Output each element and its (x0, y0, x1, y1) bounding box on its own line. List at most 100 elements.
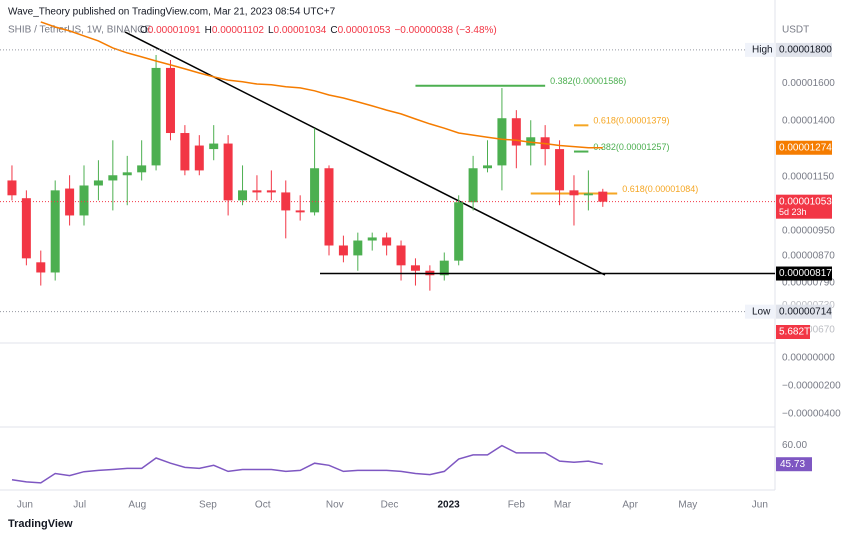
x-tick-label: Jun (17, 500, 33, 511)
y-tick-label: 0.00000870 (782, 250, 835, 261)
candle-body (324, 168, 334, 246)
candle-body (468, 168, 478, 203)
fib-label: 0.618(0.00001379) (593, 116, 669, 126)
x-tick-label: 2023 (437, 500, 460, 511)
candle-body (367, 237, 377, 241)
candle-body (454, 202, 464, 261)
level-name: Low (752, 306, 771, 317)
price-tag-label: 0.00001053 (779, 196, 832, 207)
ohlc-value: 0.00001053 (338, 25, 391, 36)
candle-body (295, 210, 305, 213)
x-tick-label: Feb (508, 500, 526, 511)
logo: TradingView (8, 518, 73, 530)
price-tag-label: 0.00000714 (779, 306, 832, 317)
countdown: 5d 23h (779, 207, 807, 217)
candle-body (497, 118, 507, 166)
price-tag (776, 194, 832, 219)
ohlc-value: 0.00001034 (274, 25, 327, 36)
fib-label: 0.382(0.00001586) (550, 76, 626, 86)
candle-body (50, 190, 60, 273)
candle-body (382, 237, 392, 246)
x-tick-label: Oct (255, 500, 271, 511)
rsi-line (11, 444, 603, 484)
candle-body (7, 180, 17, 196)
x-tick-label: Mar (554, 500, 572, 511)
rsi-tag-label: 45.73 (780, 459, 805, 470)
candle-body (238, 190, 248, 201)
fib-label: 0.618(0.00001084) (622, 184, 698, 194)
fib-label: 0.382(0.00001257) (593, 142, 669, 152)
price-tag (776, 140, 832, 155)
macd-tick-label: 0.00000000 (782, 353, 835, 364)
ohlc-key: L (268, 25, 274, 36)
candle-body (209, 143, 219, 150)
y-tick-label: 0.00001150 (782, 171, 835, 182)
x-tick-label: Sep (199, 500, 217, 511)
change: −0.00000038 (−3.48%) (394, 25, 496, 36)
candle-body (122, 172, 132, 176)
currency: USDT (782, 25, 809, 36)
y-tick-label: 0.00000790 (782, 278, 835, 289)
x-tick-label: Jun (752, 500, 768, 511)
candle-body (353, 240, 363, 256)
candle-body (165, 67, 175, 134)
candle-body (93, 180, 103, 186)
level-name: High (752, 45, 773, 56)
volume-tag (776, 325, 810, 339)
candle-body (79, 185, 89, 216)
candle-body (266, 190, 276, 193)
candle-body (338, 245, 348, 256)
candle-body (526, 137, 536, 146)
price-tag-label: 0.00001800 (779, 45, 832, 56)
rsi-tick-label: 60.00 (782, 440, 807, 451)
y-tick-label: 0.00001400 (782, 116, 835, 127)
ohlc-legend: O0.00001091 H0.00001102 L0.00001034 C0.0000… (140, 25, 497, 36)
x-tick-label: Nov (326, 500, 344, 511)
symbol: SHIB / TetherUS, 1W, BINANCE (8, 25, 152, 36)
candle-body (36, 262, 46, 273)
ohlc-key: C (330, 25, 337, 36)
moving-average (40, 21, 603, 149)
price-tag-label: 0.00000817 (779, 268, 832, 279)
x-tick-label: Aug (128, 500, 146, 511)
candle-body (483, 165, 493, 169)
publisher: Wave_Theory published on TradingView.com… (8, 7, 336, 18)
candle-body (439, 260, 449, 276)
candle-body (396, 245, 406, 266)
candle-body (252, 190, 262, 193)
candle-body (194, 145, 204, 171)
ohlc-value: 0.00001102 (212, 25, 265, 36)
volume-tag-label: 5.682T (779, 327, 810, 338)
candle-body (180, 133, 190, 171)
candle-body (137, 165, 147, 173)
level-name-tag (745, 42, 775, 57)
price-tag-label: 0.00001274 (779, 142, 832, 153)
candle-body (108, 175, 118, 181)
candle-body (583, 193, 593, 196)
y-tick-label: 0.00001600 (782, 78, 835, 89)
macd-tick-label: −0.00000400 (782, 409, 841, 420)
rsi-tag (776, 457, 812, 472)
trendline (124, 31, 606, 276)
candle-body (511, 118, 521, 146)
candle-body (151, 67, 161, 166)
level-name-tag (745, 304, 775, 319)
x-tick-label: May (678, 500, 697, 511)
candle-body (310, 168, 320, 213)
x-tick-label: Jul (73, 500, 86, 511)
macd-tick-label: −0.00000200 (782, 381, 841, 392)
candle-body (223, 143, 233, 201)
candle-body (555, 149, 565, 191)
candle-body (569, 190, 579, 196)
price-tag (776, 42, 832, 57)
ohlc-key: H (205, 25, 212, 36)
y-tick-label: 0.00000950 (782, 225, 835, 236)
x-tick-label: Dec (381, 500, 399, 511)
candle-body (21, 198, 31, 259)
candle-body (410, 265, 420, 271)
price-tag (776, 266, 832, 281)
x-tick-label: Apr (622, 500, 638, 511)
candle-body (598, 191, 608, 202)
ohlc-key: O (140, 25, 148, 36)
